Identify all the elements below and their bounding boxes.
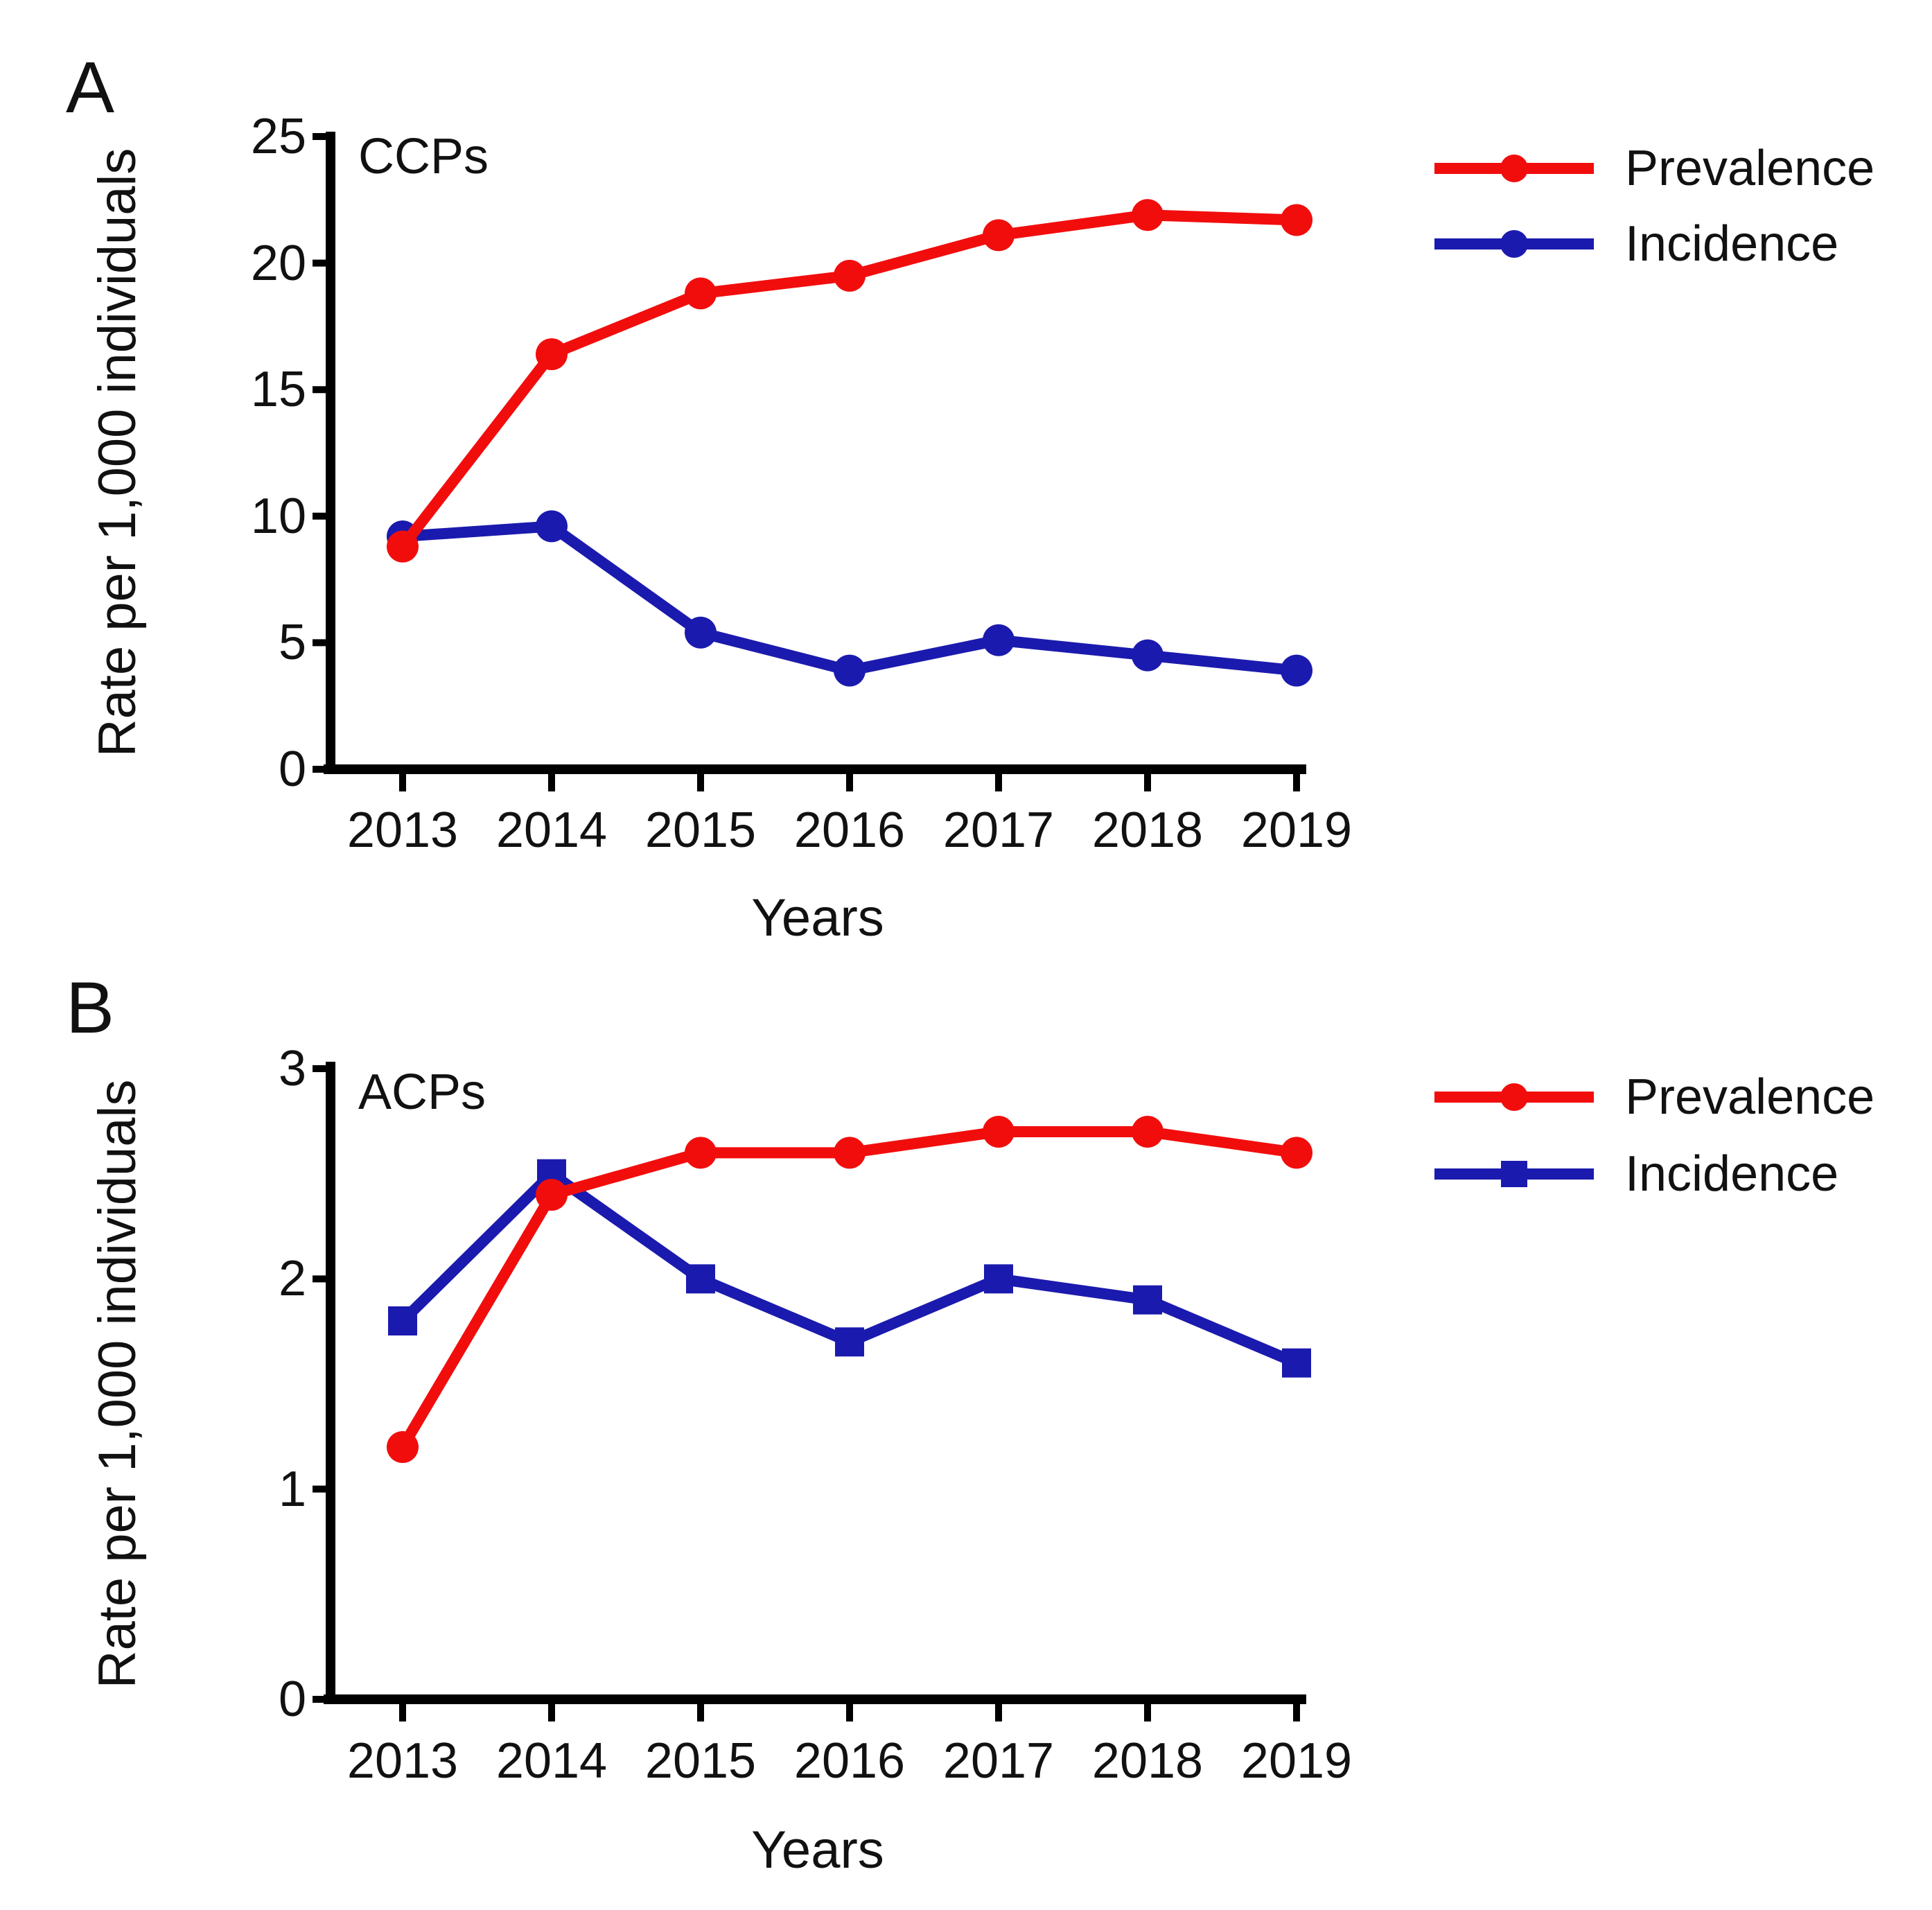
data-point-marker	[983, 219, 1015, 252]
data-point-marker	[685, 616, 717, 649]
panel-a-xtick: 2016	[794, 803, 905, 858]
data-point-marker	[388, 1306, 417, 1335]
data-point-marker	[536, 1179, 568, 1211]
data-point-marker	[536, 510, 568, 543]
panel-a-legend-prevalence-label: Prevalence	[1625, 141, 1874, 196]
data-point-marker	[983, 624, 1015, 656]
panel-b-label: B	[66, 967, 114, 1049]
panel-b-y-axis-title: Rate per 1,000 individuals	[88, 1080, 147, 1689]
panel-b-xtick: 2015	[645, 1733, 756, 1789]
panel-b-x-axis-title: Years	[751, 1821, 884, 1880]
panel-b-xtick: 2019	[1241, 1733, 1352, 1789]
panel-a-xtick: 2018	[1092, 803, 1203, 858]
panel-a-legend-incidence-label: Incidence	[1625, 216, 1838, 272]
panel-a-ytick: 10	[251, 489, 306, 544]
panel-b-legend-incidence-label: Incidence	[1625, 1146, 1838, 1202]
panel-a-label: A	[66, 47, 114, 128]
panel-b-ytick: 1	[279, 1462, 306, 1517]
panel-a-xtick: 2013	[347, 803, 458, 858]
data-point-marker	[1133, 1285, 1162, 1315]
data-point-marker	[834, 259, 866, 292]
data-point-marker	[1281, 654, 1312, 687]
data-point-marker	[835, 1327, 864, 1357]
data-point-marker	[1281, 1137, 1312, 1169]
panel-a-ytick: 20	[251, 236, 306, 291]
series-prevalence	[387, 199, 1312, 563]
panel-b-ytick: 2	[279, 1251, 306, 1306]
legend-key-prevalence	[1434, 1083, 1594, 1111]
panel-b-xtick: 2013	[347, 1733, 458, 1789]
series-incidence	[388, 1159, 1311, 1378]
series-incidence	[387, 510, 1312, 687]
legend-key-prevalence	[1434, 155, 1594, 182]
panel-a-title: CCPs	[358, 129, 489, 184]
panel-b-xtick: 2014	[496, 1733, 607, 1789]
panel-b-legend-prevalence-label: Prevalence	[1625, 1069, 1874, 1125]
panel-a-ytick: 15	[251, 362, 306, 417]
panel-a-ytick: 5	[279, 615, 306, 670]
panel-b-xtick: 2017	[943, 1733, 1054, 1789]
panel-b-plot-geometry	[313, 1062, 1594, 1721]
panel-a-xtick: 2015	[645, 803, 756, 858]
panel-a-xtick: 2014	[496, 803, 607, 858]
data-point-marker	[834, 1137, 866, 1169]
panel-a-x-axis-title: Years	[751, 888, 884, 947]
data-point-marker	[834, 654, 866, 687]
panel-b-ytick: 3	[279, 1041, 306, 1096]
data-point-marker	[387, 1431, 419, 1463]
data-point-marker	[387, 530, 419, 563]
panel-a-plot-geometry	[313, 132, 1594, 791]
panel-b-ytick: 0	[279, 1672, 306, 1727]
data-point-marker	[686, 1264, 715, 1294]
legend-key-incidence	[1434, 230, 1594, 258]
data-point-marker	[685, 277, 717, 310]
panel-a-ytick: 0	[279, 742, 306, 797]
panel-b-title: ACPs	[358, 1064, 486, 1120]
legend-key-incidence	[1434, 1161, 1594, 1187]
data-point-marker	[1132, 199, 1163, 231]
panel-a-ytick: 25	[251, 109, 306, 164]
panel-a-xtick: 2019	[1241, 803, 1352, 858]
data-point-marker	[536, 338, 568, 371]
data-point-marker	[685, 1137, 717, 1169]
data-point-marker	[983, 1116, 1015, 1148]
series-prevalence	[387, 1116, 1312, 1463]
panel-a-y-axis-title: Rate per 1,000 individuals	[88, 148, 147, 757]
panel-b-xtick: 2018	[1092, 1733, 1203, 1789]
data-point-marker	[1132, 1116, 1163, 1148]
data-point-marker	[984, 1264, 1013, 1294]
data-point-marker	[1281, 204, 1312, 236]
panel-a-xtick: 2017	[943, 803, 1054, 858]
panel-b-xtick: 2016	[794, 1733, 905, 1789]
data-point-marker	[1132, 639, 1163, 672]
data-point-marker	[1282, 1348, 1311, 1378]
